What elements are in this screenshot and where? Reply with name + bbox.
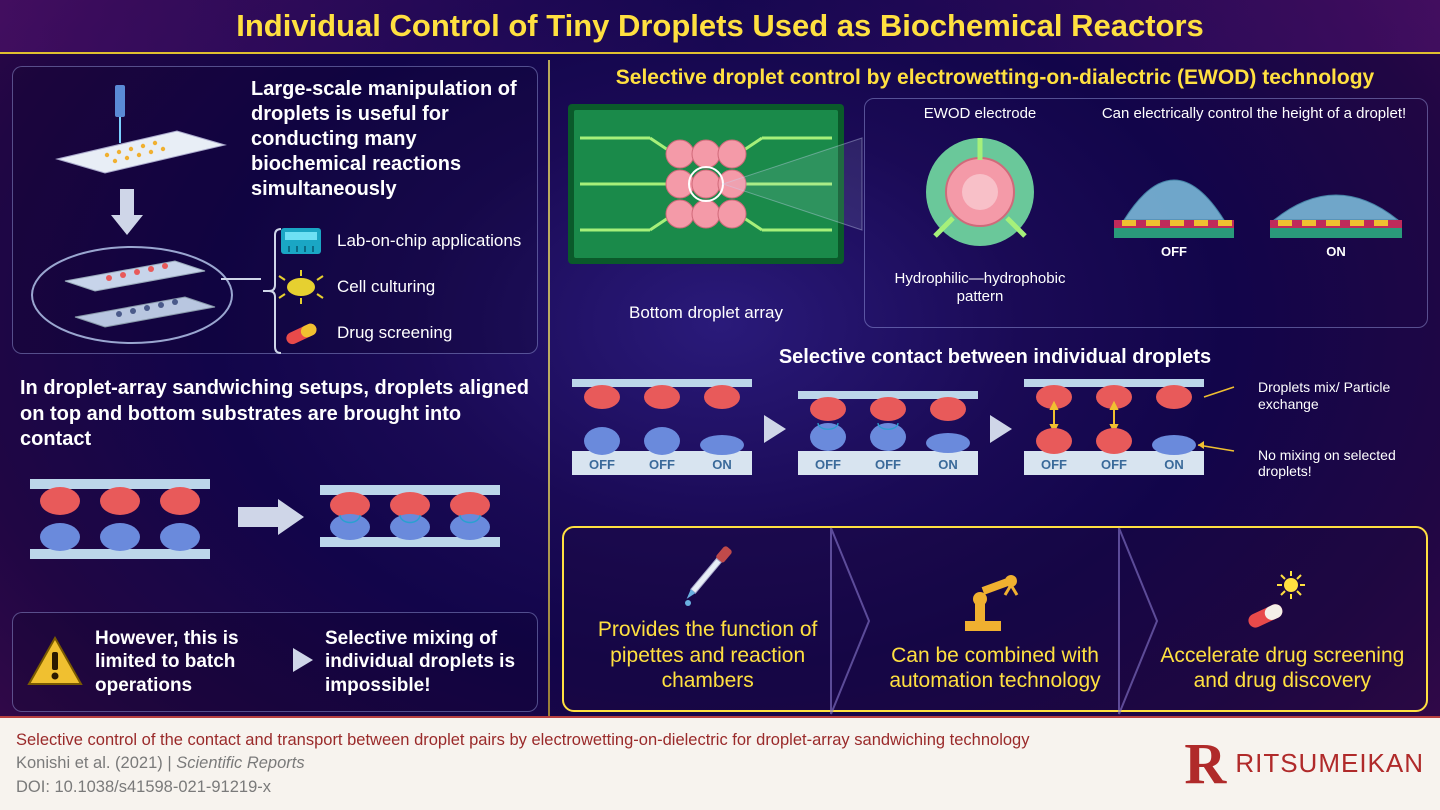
svg-text:OFF: OFF <box>1041 457 1067 472</box>
page-title: Individual Control of Tiny Droplets Used… <box>0 0 1440 54</box>
footer: Selective control of the contact and tra… <box>0 716 1440 810</box>
svg-text:OFF: OFF <box>1101 457 1127 472</box>
journal: Scientific Reports <box>176 754 304 772</box>
note-mix: Droplets mix/ Particle exchange <box>1258 379 1428 413</box>
sandwich-text: In droplet-array sandwiching setups, dro… <box>12 376 538 465</box>
panel-limitation: However, this is limited to batch operat… <box>12 612 538 712</box>
list-item: Cell culturing <box>279 269 527 305</box>
app-label: Cell culturing <box>337 277 435 297</box>
list-item: Lab-on-chip applications <box>279 223 527 259</box>
main-content: Large-scale manipulation of droplets is … <box>0 60 1440 716</box>
sandwich-diagram <box>20 471 530 571</box>
benefit-automation: Can be combined with automation technolo… <box>851 528 1138 710</box>
warning-icon <box>27 634 83 690</box>
list-item: Drug screening <box>279 315 527 351</box>
contact-sequence: OFF OFF ON OFF OFF <box>562 379 1428 499</box>
benefits-row: Provides the function of pipettes and re… <box>562 526 1428 712</box>
benefit-label: Accelerate drug screening and drug disco… <box>1157 643 1408 694</box>
off-label: OFF <box>1161 244 1187 259</box>
note-nomix: No mixing on selected droplets! <box>1258 447 1428 481</box>
height-control-caption: Can electrically control the height of a… <box>1091 105 1417 124</box>
plate-illustration <box>27 85 237 345</box>
ewod-row: Bottom droplet array EWOD electrode <box>562 98 1428 328</box>
cell-icon <box>279 269 323 305</box>
selective-contact-heading: Selective contact between individual dro… <box>562 346 1428 369</box>
benefit-label: Provides the function of pipettes and re… <box>582 617 833 694</box>
sequence-notes: Droplets mix/ Particle exchange No mixin… <box>1258 379 1428 480</box>
left-column: Large-scale manipulation of droplets is … <box>12 66 538 712</box>
panel-intro: Large-scale manipulation of droplets is … <box>12 66 538 354</box>
svg-text:ON: ON <box>938 457 958 472</box>
org-name: RITSUMEIKAN <box>1235 748 1424 779</box>
lab-on-chip-icon <box>279 223 323 259</box>
org-logo: R RITSUMEIKAN <box>1184 741 1424 787</box>
on-label: ON <box>1326 244 1346 259</box>
app-label: Lab-on-chip applications <box>337 231 521 251</box>
svg-text:OFF: OFF <box>815 457 841 472</box>
svg-text:OFF: OFF <box>649 457 675 472</box>
robot-arm-icon <box>955 569 1035 637</box>
drug-light-icon <box>1237 569 1327 637</box>
svg-text:OFF: OFF <box>589 457 615 472</box>
limitation-result: Selective mixing of individual droplets … <box>325 627 523 697</box>
right-column: Selective droplet control by electrowett… <box>562 66 1428 712</box>
applications-list: Lab-on-chip applications Cell culturing … <box>279 223 527 361</box>
column-divider <box>548 60 550 716</box>
hydro-pattern-label: Hydrophilic—hydrophobic pattern <box>875 270 1085 306</box>
benefit-discovery: Accelerate drug screening and drug disco… <box>1139 528 1426 710</box>
benefit-pipette: Provides the function of pipettes and re… <box>564 528 851 710</box>
ewod-detail-panel: EWOD electrode Hydrophilic—hydrophob <box>864 98 1428 328</box>
authors: Konishi et al. (2021) | <box>16 754 176 772</box>
drug-icon <box>279 315 323 351</box>
citation: Selective control of the contact and tra… <box>16 729 1029 798</box>
ewod-electrode-label: EWOD electrode <box>875 105 1085 122</box>
section-sandwich: In droplet-array sandwiching setups, dro… <box>12 376 538 571</box>
benefit-label: Can be combined with automation technolo… <box>869 643 1120 694</box>
logo-r-icon: R <box>1184 741 1227 787</box>
paper-title: Selective control of the contact and tra… <box>16 729 1029 752</box>
droplet-array-block: Bottom droplet array <box>562 98 850 328</box>
app-label: Drug screening <box>337 323 452 343</box>
array-caption: Bottom droplet array <box>562 303 850 323</box>
selective-contact-row: Selective contact between individual dro… <box>562 346 1428 499</box>
pipette-icon <box>668 543 748 611</box>
intro-text: Large-scale manipulation of droplets is … <box>251 77 525 202</box>
svg-text:ON: ON <box>1164 457 1184 472</box>
svg-text:ON: ON <box>712 457 732 472</box>
ewod-heading: Selective droplet control by electrowett… <box>562 66 1428 90</box>
arrow-right-icon <box>293 640 313 685</box>
svg-text:OFF: OFF <box>875 457 901 472</box>
doi: DOI: 10.1038/s41598-021-91219-x <box>16 776 1029 799</box>
limitation-text: However, this is limited to batch operat… <box>95 627 281 697</box>
